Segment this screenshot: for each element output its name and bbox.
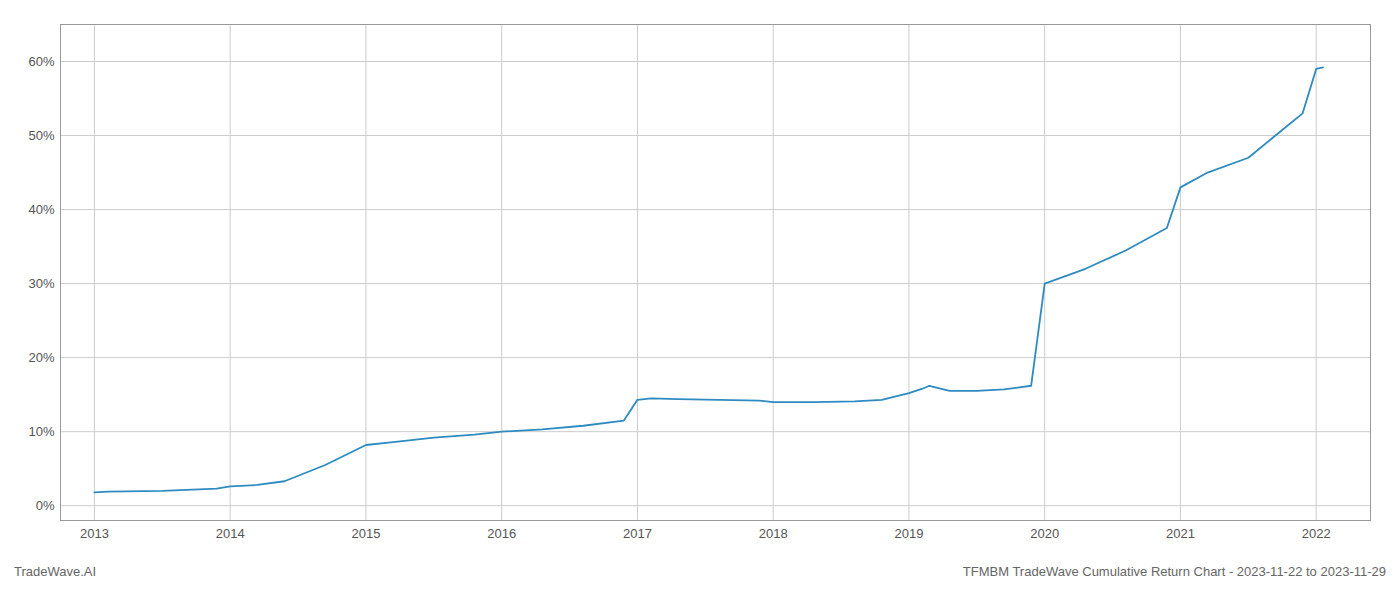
svg-text:40%: 40% bbox=[28, 202, 54, 217]
svg-text:20%: 20% bbox=[28, 350, 54, 365]
svg-text:2020: 2020 bbox=[1030, 526, 1059, 541]
svg-text:2013: 2013 bbox=[80, 526, 109, 541]
svg-text:2022: 2022 bbox=[1302, 526, 1331, 541]
svg-text:60%: 60% bbox=[28, 54, 54, 69]
svg-text:10%: 10% bbox=[28, 424, 54, 439]
svg-text:2015: 2015 bbox=[351, 526, 380, 541]
html-text:TFMBM TradeWave Cumulative Ret: TFMBM TradeWave Cumulative Return Chart … bbox=[962, 564, 1386, 579]
svg-text:2019: 2019 bbox=[894, 526, 923, 541]
svg-text:2021: 2021 bbox=[1166, 526, 1195, 541]
svg-text:30%: 30% bbox=[28, 276, 54, 291]
svg-text:2017: 2017 bbox=[623, 526, 652, 541]
svg-text:2014: 2014 bbox=[216, 526, 245, 541]
svg-text:50%: 50% bbox=[28, 128, 54, 143]
svg-text:2016: 2016 bbox=[487, 526, 516, 541]
svg-text:2018: 2018 bbox=[759, 526, 788, 541]
svg-text:0%: 0% bbox=[36, 498, 55, 513]
html-text:TradeWave.AI: TradeWave.AI bbox=[14, 564, 97, 579]
